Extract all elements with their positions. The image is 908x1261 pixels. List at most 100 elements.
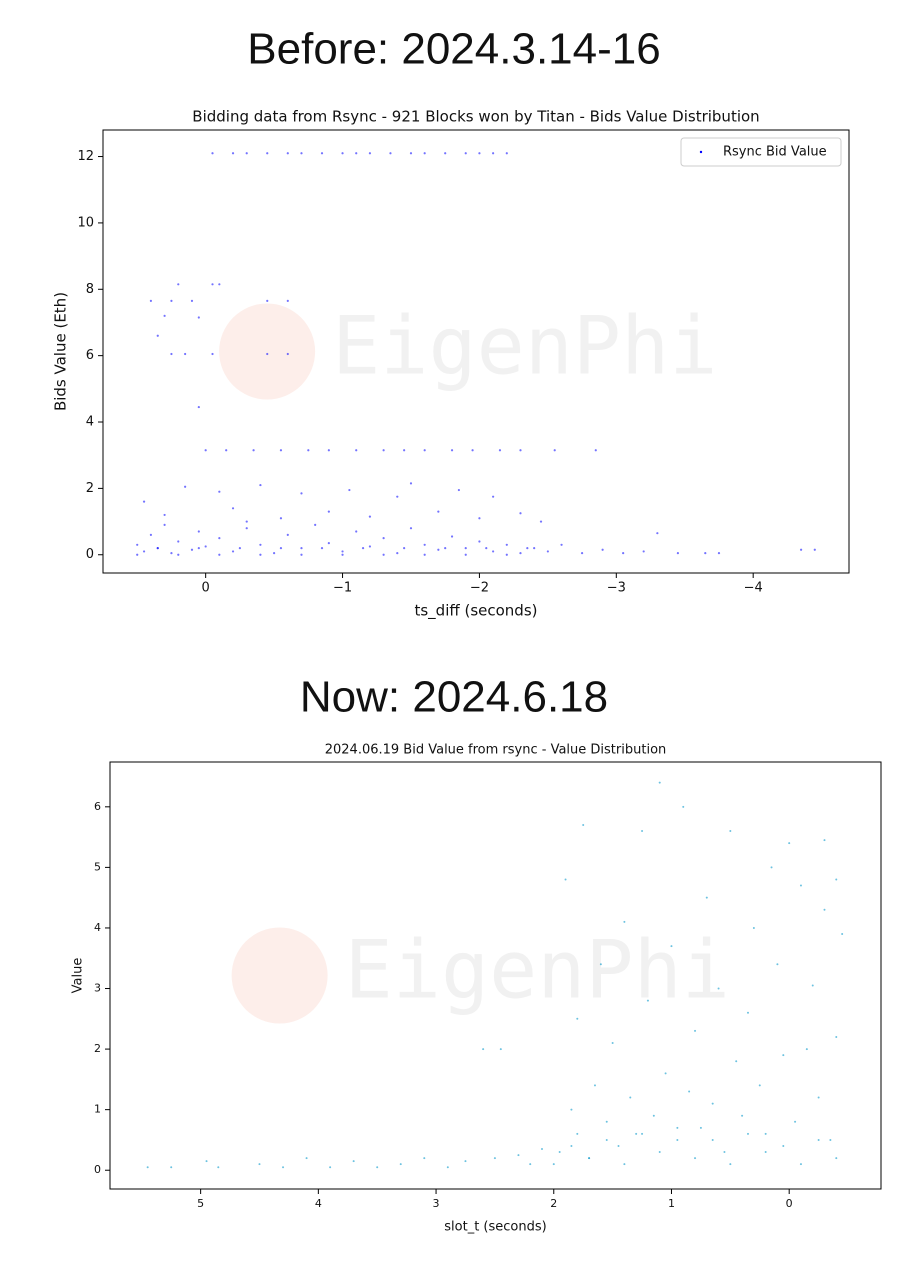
- point: [170, 352, 173, 356]
- point: [464, 547, 467, 550]
- point: [611, 1042, 614, 1045]
- point: [558, 1151, 561, 1154]
- point: [142, 550, 146, 553]
- point: [646, 999, 649, 1002]
- point: [437, 548, 440, 551]
- point: [218, 283, 221, 286]
- point: [729, 1163, 732, 1166]
- point: [746, 1011, 749, 1014]
- point: [403, 547, 406, 550]
- point: [231, 507, 235, 510]
- point: [835, 878, 838, 881]
- point: [437, 510, 440, 513]
- y-tick-label: 0: [86, 547, 94, 562]
- point: [259, 553, 262, 556]
- point: [517, 1154, 520, 1157]
- point: [576, 1017, 579, 1020]
- point: [327, 542, 330, 545]
- x-tick-label: 0: [786, 1197, 793, 1210]
- point: [505, 543, 508, 546]
- point: [409, 152, 413, 155]
- point: [355, 530, 358, 533]
- point: [723, 1151, 726, 1154]
- point: [605, 1120, 608, 1123]
- point: [300, 152, 303, 155]
- point: [629, 1096, 632, 1099]
- point: [245, 152, 248, 155]
- point: [582, 823, 585, 826]
- point: [505, 553, 508, 556]
- point: [177, 553, 180, 556]
- point: [776, 963, 779, 966]
- point: [423, 152, 426, 155]
- point: [444, 547, 447, 550]
- point: [464, 553, 467, 556]
- watermark-logo: [231, 927, 328, 1024]
- point: [617, 1144, 620, 1147]
- point: [409, 482, 413, 485]
- point: [676, 551, 679, 555]
- point: [444, 152, 447, 155]
- point: [197, 316, 200, 319]
- point: [717, 551, 721, 555]
- x-tick-label: 2: [550, 1197, 557, 1210]
- point: [197, 547, 200, 550]
- point: [805, 1048, 808, 1051]
- plot-frame: [102, 129, 850, 574]
- point: [382, 449, 385, 452]
- point: [300, 553, 303, 556]
- point: [539, 520, 543, 523]
- point: [314, 523, 317, 526]
- point: [286, 533, 289, 536]
- point: [704, 551, 707, 555]
- watermark: EigenPhi: [345, 923, 730, 1016]
- point: [457, 488, 460, 492]
- point: [423, 553, 426, 556]
- y-tick-label: 10: [77, 215, 94, 230]
- point: [211, 352, 214, 356]
- point: [746, 1132, 749, 1135]
- point: [485, 547, 488, 550]
- x-tick-label: −2: [470, 581, 489, 596]
- point: [184, 352, 187, 356]
- point: [300, 547, 303, 550]
- point: [163, 523, 166, 526]
- x-tick-label: 4: [315, 1197, 322, 1210]
- point: [409, 527, 413, 530]
- point: [177, 540, 180, 543]
- point: [705, 896, 708, 899]
- point: [699, 1126, 702, 1129]
- point: [694, 1157, 697, 1160]
- y-tick-label: 2: [94, 1042, 101, 1055]
- point: [376, 1166, 379, 1169]
- point: [593, 1084, 596, 1087]
- point: [300, 492, 303, 495]
- point: [238, 547, 241, 550]
- point: [492, 550, 495, 553]
- point: [423, 543, 426, 546]
- point: [478, 540, 481, 543]
- x-axis-label: slot_t (seconds): [444, 1220, 546, 1235]
- point: [764, 1132, 767, 1135]
- point: [478, 517, 481, 520]
- point: [204, 545, 207, 548]
- point: [286, 152, 289, 155]
- point: [146, 1166, 149, 1169]
- point: [320, 547, 324, 550]
- point: [450, 535, 454, 538]
- heading: Now: 2024.6.18: [300, 673, 608, 722]
- point: [184, 485, 187, 488]
- x-tick-label: −3: [607, 581, 626, 596]
- point: [770, 866, 773, 869]
- point: [652, 1114, 655, 1117]
- point: [823, 839, 826, 842]
- point: [273, 551, 276, 555]
- point: [492, 152, 495, 155]
- point: [664, 1072, 667, 1075]
- point: [403, 449, 406, 452]
- point: [252, 449, 255, 452]
- point: [841, 933, 844, 936]
- point: [498, 449, 502, 452]
- point: [279, 547, 283, 550]
- point: [835, 1035, 838, 1038]
